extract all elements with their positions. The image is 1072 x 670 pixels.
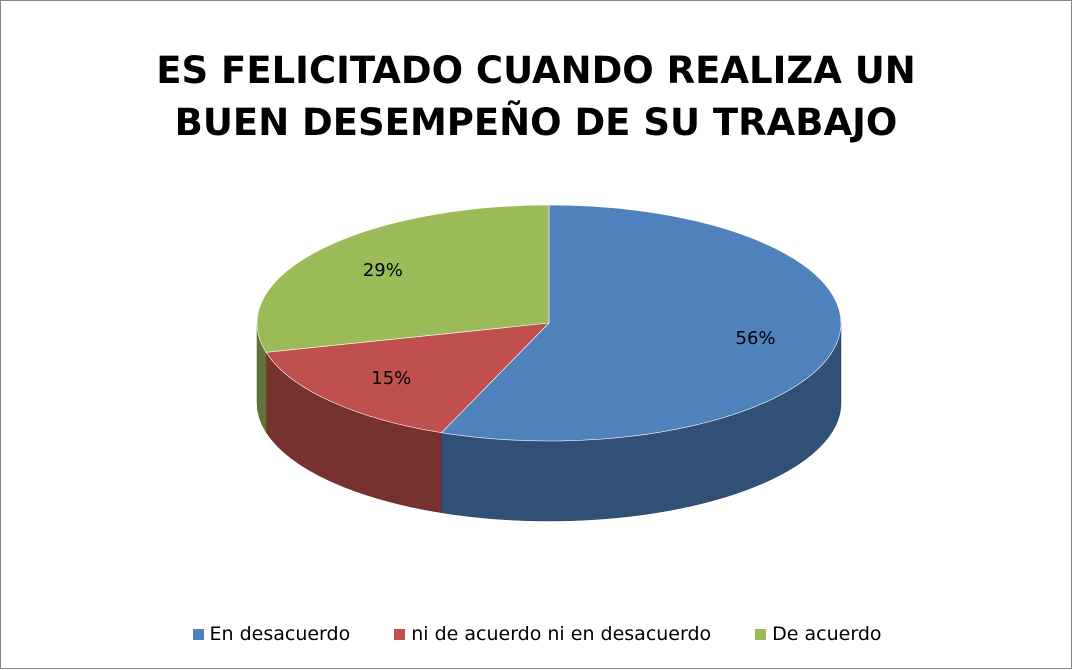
legend-label: ni de acuerdo ni en desacuerdo <box>411 623 712 645</box>
data-label: 56% <box>736 328 776 349</box>
legend-swatch <box>755 628 767 640</box>
legend-label: De acuerdo <box>772 623 882 645</box>
legend-item: ni de acuerdo ni en desacuerdo <box>394 623 711 645</box>
slice <box>440 204 842 442</box>
legend-swatch <box>394 628 406 640</box>
slice <box>256 204 550 353</box>
legend-label: En desacuerdo <box>209 623 351 645</box>
legend-item: En desacuerdo <box>192 623 351 645</box>
data-label: 15% <box>371 368 411 389</box>
legend: En desacuerdo ni de acuerdo ni en desacue… <box>1 623 1072 645</box>
slice <box>265 322 550 434</box>
data-label: 29% <box>363 260 403 281</box>
legend-swatch <box>192 628 204 640</box>
legend-item: De acuerdo <box>755 623 882 645</box>
chart-title: ES FELICITADO CUANDO REALIZA UN BUEN DES… <box>156 49 916 144</box>
